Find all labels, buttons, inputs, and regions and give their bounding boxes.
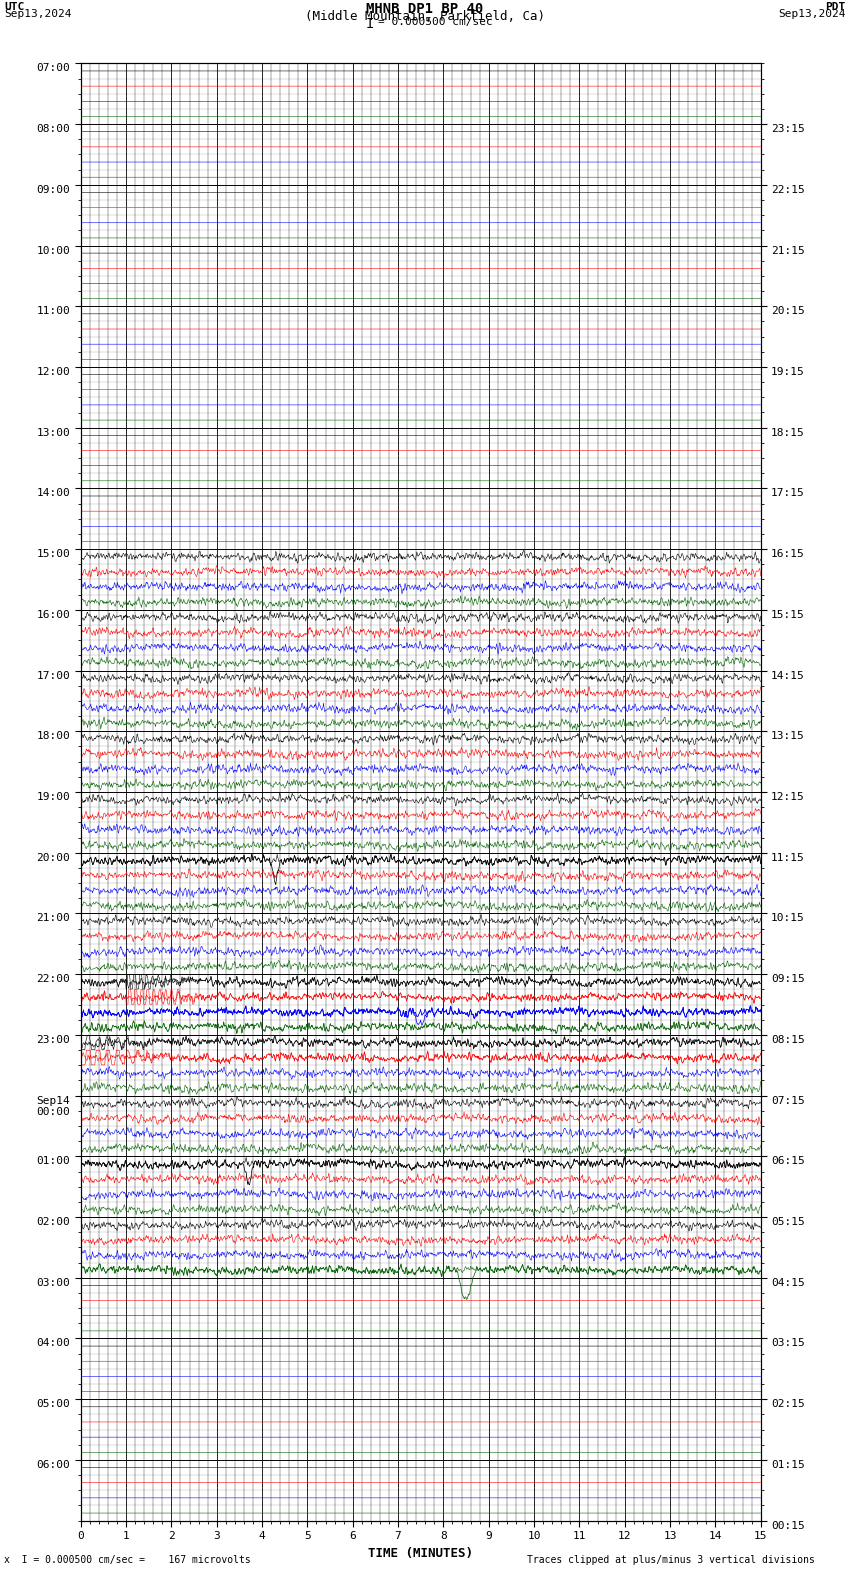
Text: Sep13,2024: Sep13,2024 xyxy=(779,8,846,19)
Text: = 0.000500 cm/sec: = 0.000500 cm/sec xyxy=(378,17,493,27)
Text: PDT: PDT xyxy=(825,2,846,13)
Text: Sep13,2024: Sep13,2024 xyxy=(4,8,71,19)
Text: (Middle Mountain, Parkfield, Ca): (Middle Mountain, Parkfield, Ca) xyxy=(305,10,545,24)
Text: UTC: UTC xyxy=(4,2,25,13)
Text: I: I xyxy=(366,17,374,32)
Text: MHNB DP1 BP 40: MHNB DP1 BP 40 xyxy=(366,2,484,16)
X-axis label: TIME (MINUTES): TIME (MINUTES) xyxy=(368,1546,473,1560)
Text: Traces clipped at plus/minus 3 vertical divisions: Traces clipped at plus/minus 3 vertical … xyxy=(527,1555,815,1565)
Text: x  I = 0.000500 cm/sec =    167 microvolts: x I = 0.000500 cm/sec = 167 microvolts xyxy=(4,1555,251,1565)
